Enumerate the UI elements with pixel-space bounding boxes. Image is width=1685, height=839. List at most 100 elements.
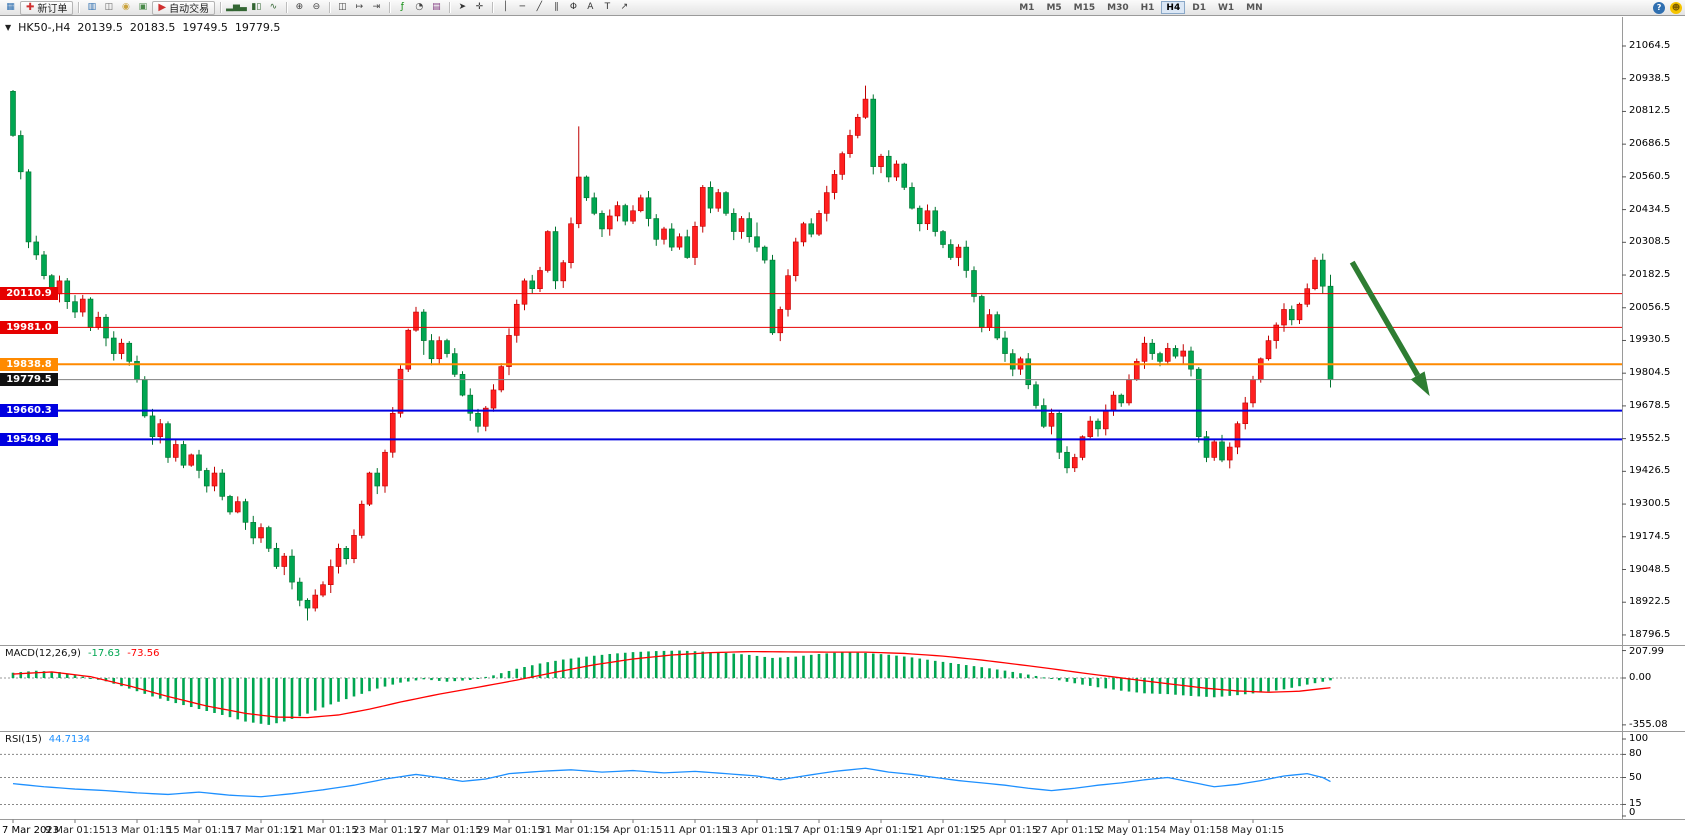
candle-body [909, 187, 915, 209]
data-window-icon[interactable]: ◫ [101, 1, 116, 14]
autotrading-button[interactable]: ▶ 自动交易 [152, 0, 216, 15]
text-icon[interactable]: A [583, 1, 598, 14]
macd-histogram-bar [352, 678, 356, 697]
horizontal-line-icon[interactable]: ─ [515, 1, 530, 14]
macd-histogram-bar [298, 678, 302, 717]
horizontal-line-icon: ─ [519, 2, 526, 12]
timeframe-m30[interactable]: M30 [1107, 2, 1129, 13]
rsi-axis-label: 15 [1629, 798, 1642, 810]
time-axis-label: 25 Apr 01:15 [973, 825, 1039, 836]
price-tag-19838.8: 19838.8 [0, 357, 58, 371]
time-axis-label: 21 Apr 01:15 [911, 825, 977, 836]
macd-histogram-bar [910, 657, 914, 678]
label-icon[interactable]: T [600, 1, 615, 14]
trendline-icon[interactable]: ╱ [532, 1, 547, 14]
candle-body [661, 228, 667, 240]
timeframe-h4[interactable]: H4 [1161, 1, 1186, 14]
line-chart-icon: ∿ [269, 2, 278, 12]
channel-icon[interactable]: ∥ [549, 1, 564, 14]
community-icon[interactable]: ☻ [1670, 1, 1683, 14]
macd-histogram-bar [205, 678, 209, 711]
zoom-in-icon[interactable]: ⊕ [292, 1, 307, 14]
bar-chart-icon[interactable]: ▂▅▃ [226, 1, 247, 14]
toolbar-separator [78, 2, 80, 13]
cursor-icon: ➤ [458, 2, 467, 12]
periods-icon[interactable]: ◔ [412, 1, 427, 14]
macd-histogram-bar [786, 657, 790, 678]
candle-body [521, 280, 528, 305]
price-tag-19660.3: 19660.3 [0, 404, 58, 418]
macd-histogram-bar [1329, 678, 1332, 681]
macd-histogram-bar [988, 668, 991, 678]
time-axis-label: 29 Mar 01:15 [477, 825, 544, 836]
candlestick-icon[interactable]: ▮▯ [249, 1, 264, 14]
macd-label: MACD(12,26,9) -17.63 -73.56 [5, 648, 159, 659]
data-window-icon: ◫ [104, 2, 114, 12]
vertical-line-icon[interactable]: │ [498, 1, 513, 14]
candle-body [583, 176, 590, 199]
navigator-icon[interactable]: ◉ [118, 1, 133, 14]
rsi-axis-label: 50 [1629, 771, 1642, 783]
trend-arrow-head[interactable] [1410, 371, 1430, 397]
trend-arrow-shaft[interactable] [1349, 260, 1421, 377]
macd-histogram-bar [1003, 670, 1007, 678]
timeframe-d1[interactable]: D1 [1192, 2, 1206, 13]
ohlc-close: 19779.5 [234, 21, 281, 34]
macd-histogram-bar [282, 678, 286, 722]
macd-histogram-bar [120, 678, 123, 687]
zoom-out-icon[interactable]: ⊖ [309, 1, 324, 14]
one-click-trading-toggle[interactable]: ▼ [5, 23, 12, 32]
timeframe-m1[interactable]: M1 [1019, 2, 1035, 13]
market-watch-icon[interactable]: ▥ [84, 1, 99, 14]
new-chart-icon[interactable]: ▦ [3, 1, 18, 14]
macd-histogram-bar [1205, 678, 1208, 697]
tile-windows-icon[interactable]: ◫ [335, 1, 350, 14]
candle-body [1172, 348, 1179, 357]
chart-shift-icon[interactable]: ⇥ [369, 1, 384, 14]
candle-body [436, 340, 443, 360]
macd-histogram-bar [383, 678, 387, 687]
macd-histogram-bar [1174, 678, 1177, 695]
candle-body [723, 192, 729, 214]
macd-histogram-bar [701, 651, 705, 678]
cursor-icon[interactable]: ➤ [455, 1, 470, 14]
candle-body [1312, 259, 1318, 289]
price-axis-label: 20308.5 [1629, 236, 1671, 248]
indicators-icon[interactable]: ƒ [395, 1, 410, 14]
timeframe-mn[interactable]: MN [1246, 2, 1263, 13]
line-chart-icon[interactable]: ∿ [266, 1, 281, 14]
macd-histogram-bar [236, 678, 240, 720]
crosshair-icon[interactable]: ✛ [472, 1, 487, 14]
price-axis-label: 21064.5 [1629, 40, 1671, 51]
candle-body [389, 413, 396, 453]
timeframe-w1[interactable]: W1 [1217, 2, 1235, 13]
price-axis-label: 20434.5 [1629, 203, 1671, 215]
candle-body [118, 342, 125, 354]
candle-body [188, 454, 195, 466]
templates-icon[interactable]: ▤ [429, 1, 444, 14]
help-icon[interactable]: ? [1653, 1, 1666, 14]
auto-scroll-icon[interactable]: ↦ [352, 1, 367, 14]
arrows-icon[interactable]: ↗ [617, 1, 632, 14]
macd-histogram-bar [1057, 678, 1061, 681]
ohlc-open: 20139.5 [77, 21, 123, 34]
macd-histogram-bar [1088, 678, 1092, 686]
macd-axis-label: 0.00 [1629, 672, 1652, 683]
terminal-icon[interactable]: ▣ [135, 1, 150, 14]
macd-histogram-bar [143, 678, 147, 694]
macd-histogram-bar [73, 675, 77, 678]
rsi-name: RSI(15) [5, 734, 42, 745]
timeframe-m15[interactable]: M15 [1073, 2, 1096, 13]
candle-body [684, 236, 691, 258]
price-axis-label: 20056.5 [1629, 301, 1671, 313]
candle-body [498, 366, 505, 391]
candle-body [986, 314, 993, 328]
timeframe-m5[interactable]: M5 [1046, 2, 1062, 13]
rsi-label: RSI(15) 44.7134 [5, 734, 90, 745]
macd-histogram-bar [972, 666, 976, 678]
timeframe-h1[interactable]: H1 [1140, 2, 1155, 13]
candle-body [537, 270, 543, 289]
new-order-button[interactable]: ✚ 新订单 [20, 0, 74, 15]
fibonacci-icon[interactable]: Φ [566, 1, 581, 14]
